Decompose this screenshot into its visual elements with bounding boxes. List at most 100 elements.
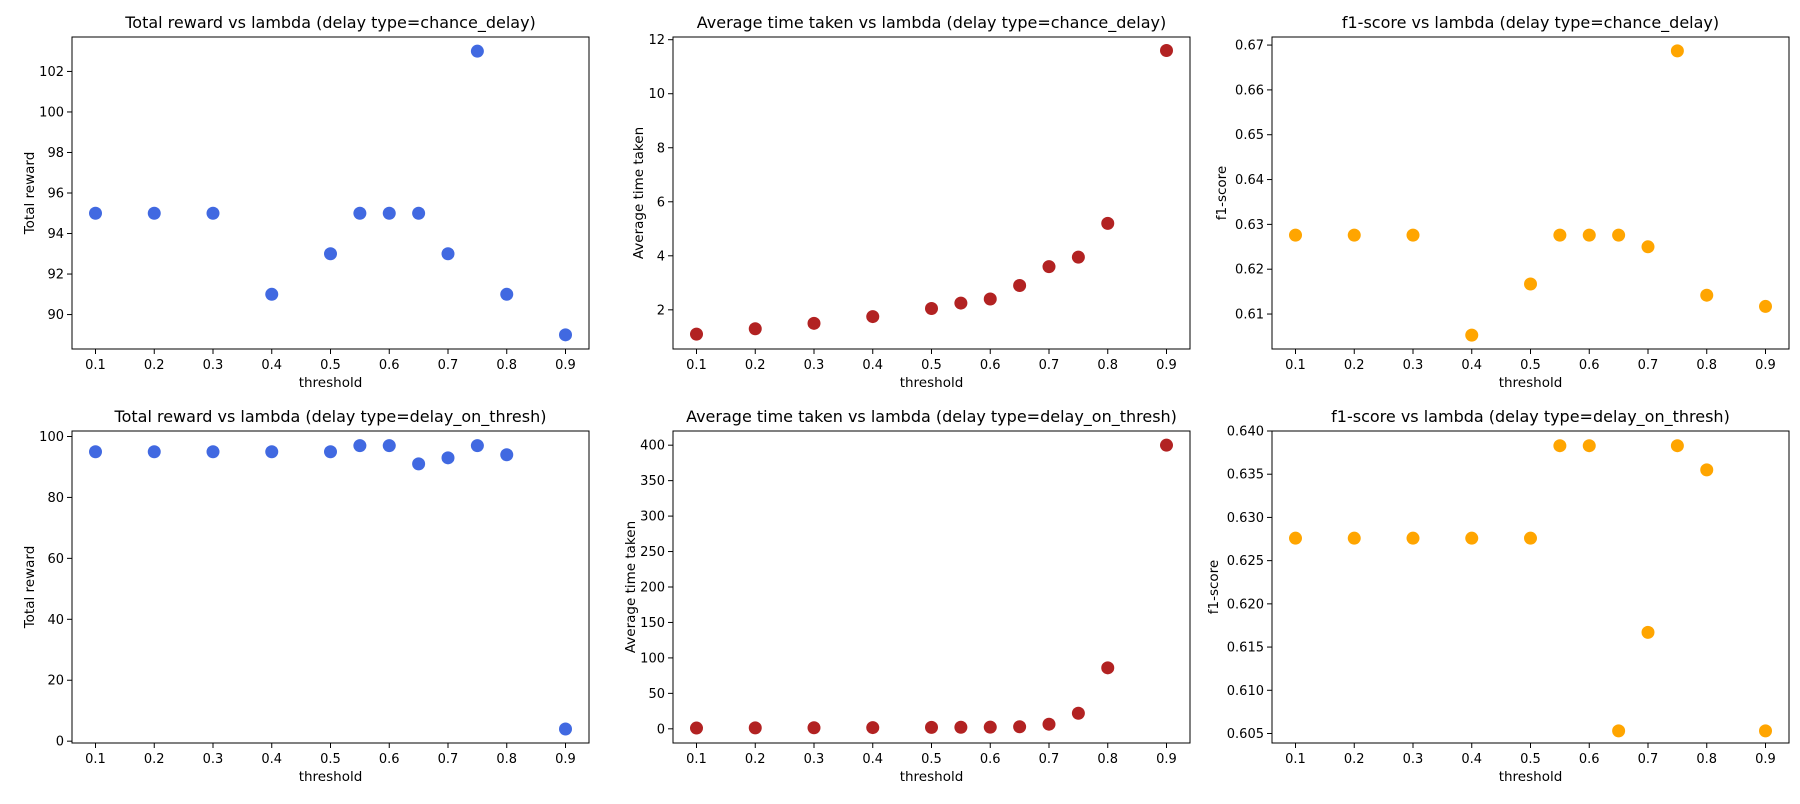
y-tick-label: 92	[47, 268, 64, 283]
data-point	[1101, 216, 1115, 230]
data-point	[382, 439, 396, 453]
y-tick-label: 94	[47, 227, 64, 242]
data-point	[807, 721, 821, 735]
data-point	[382, 206, 396, 220]
y-tick-label: 150	[640, 616, 665, 631]
chart-title: f1-score vs lambda (delay type=chance_de…	[1342, 13, 1719, 33]
y-tick-label: 4	[657, 249, 665, 264]
y-tick-label: 40	[47, 613, 64, 628]
x-axis-label: threshold	[900, 375, 964, 391]
x-tick-label: 0.5	[921, 752, 942, 767]
x-tick-label: 0.5	[1520, 752, 1541, 767]
plot-frame	[672, 36, 1191, 350]
x-tick-label: 0.9	[555, 358, 576, 373]
y-tick-label: 400	[640, 439, 665, 454]
x-axis-label: threshold	[299, 769, 363, 785]
x-tick-label: 0.9	[1755, 358, 1776, 373]
x-tick-label: 0.3	[804, 358, 825, 373]
y-axis-label: Average time taken	[631, 127, 647, 259]
x-tick-label: 0.1	[686, 752, 707, 767]
x-tick-label: 0.2	[1344, 752, 1365, 767]
data-point	[1042, 260, 1056, 274]
y-tick-label: 0	[56, 735, 64, 750]
data-point	[866, 310, 880, 324]
plot-frame	[1271, 36, 1790, 350]
data-point	[1700, 463, 1714, 477]
y-tick-label: 50	[648, 687, 665, 702]
data-point	[866, 721, 880, 735]
y-tick-label: 60	[47, 552, 64, 567]
data-point	[1160, 438, 1173, 452]
data-point	[1700, 288, 1714, 302]
data-point	[748, 322, 762, 336]
y-axis-label: Total reward	[22, 546, 38, 630]
y-axis-label: Total reward	[22, 152, 38, 236]
y-tick-label: 102	[39, 65, 64, 80]
data-point	[1553, 439, 1567, 453]
chart-title: Total reward vs lambda (delay type=delay…	[114, 407, 547, 427]
x-tick-label: 0.2	[144, 358, 165, 373]
data-point	[690, 721, 703, 735]
data-point	[324, 247, 337, 261]
x-tick-label: 0.3	[804, 752, 825, 767]
x-tick-label: 0.3	[1403, 358, 1424, 373]
y-tick-label: 0.610	[1227, 684, 1264, 699]
y-tick-label: 100	[39, 430, 64, 445]
chart-panel-3: f1-score vs lambda (delay type=chance_de…	[1214, 13, 1790, 391]
x-tick-label: 0.7	[1638, 358, 1659, 373]
data-point	[1524, 277, 1537, 291]
x-tick-label: 0.4	[1461, 752, 1482, 767]
x-tick-label: 0.2	[1344, 358, 1365, 373]
y-tick-label: 350	[640, 474, 665, 489]
x-tick-label: 0.7	[1039, 358, 1060, 373]
data-point	[265, 445, 279, 459]
x-tick-label: 0.1	[1285, 752, 1306, 767]
y-tick-label: 0.66	[1235, 83, 1264, 98]
y-tick-label: 0.615	[1227, 641, 1264, 656]
data-point	[1553, 228, 1567, 242]
y-tick-label: 10	[648, 87, 665, 102]
chart-panel-1: Total reward vs lambda (delay type=chanc…	[22, 13, 590, 391]
x-tick-label: 0.8	[496, 752, 517, 767]
y-tick-label: 0.64	[1235, 173, 1264, 188]
data-point	[89, 206, 102, 220]
y-tick-label: 100	[39, 105, 64, 120]
data-point	[954, 296, 968, 310]
y-tick-label: 80	[47, 491, 64, 506]
data-point	[1670, 44, 1684, 58]
x-axis-label: threshold	[900, 769, 964, 785]
y-tick-label: 0.62	[1235, 263, 1264, 278]
data-point	[500, 287, 514, 301]
plot-frame	[1271, 430, 1790, 744]
x-tick-label: 0.8	[496, 358, 517, 373]
data-point	[206, 445, 220, 459]
y-tick-label: 0.635	[1227, 468, 1264, 483]
x-tick-label: 0.4	[1461, 358, 1482, 373]
data-point	[925, 301, 938, 315]
x-tick-label: 0.4	[862, 358, 883, 373]
y-tick-label: 100	[640, 651, 665, 666]
y-tick-label: 0.67	[1235, 39, 1264, 54]
x-tick-label: 0.4	[261, 752, 282, 767]
data-point	[1160, 44, 1173, 58]
y-tick-label: 0.640	[1227, 425, 1264, 440]
data-point	[1759, 299, 1772, 313]
x-tick-label: 0.9	[1156, 752, 1177, 767]
x-tick-label: 0.8	[1696, 358, 1717, 373]
data-point	[1289, 228, 1302, 242]
x-tick-label: 0.1	[1285, 358, 1306, 373]
data-point	[1289, 531, 1302, 545]
chart-panel-5: Average time taken vs lambda (delay type…	[623, 407, 1191, 785]
data-point	[983, 292, 997, 306]
x-tick-label: 0.9	[1755, 752, 1776, 767]
x-tick-label: 0.9	[555, 752, 576, 767]
data-point	[1582, 439, 1596, 453]
y-tick-label: 0.65	[1235, 128, 1264, 143]
x-tick-label: 0.7	[1638, 752, 1659, 767]
x-tick-label: 0.8	[1696, 752, 1717, 767]
x-axis-label: threshold	[1499, 769, 1563, 785]
data-point	[1406, 228, 1420, 242]
data-point	[353, 206, 367, 220]
